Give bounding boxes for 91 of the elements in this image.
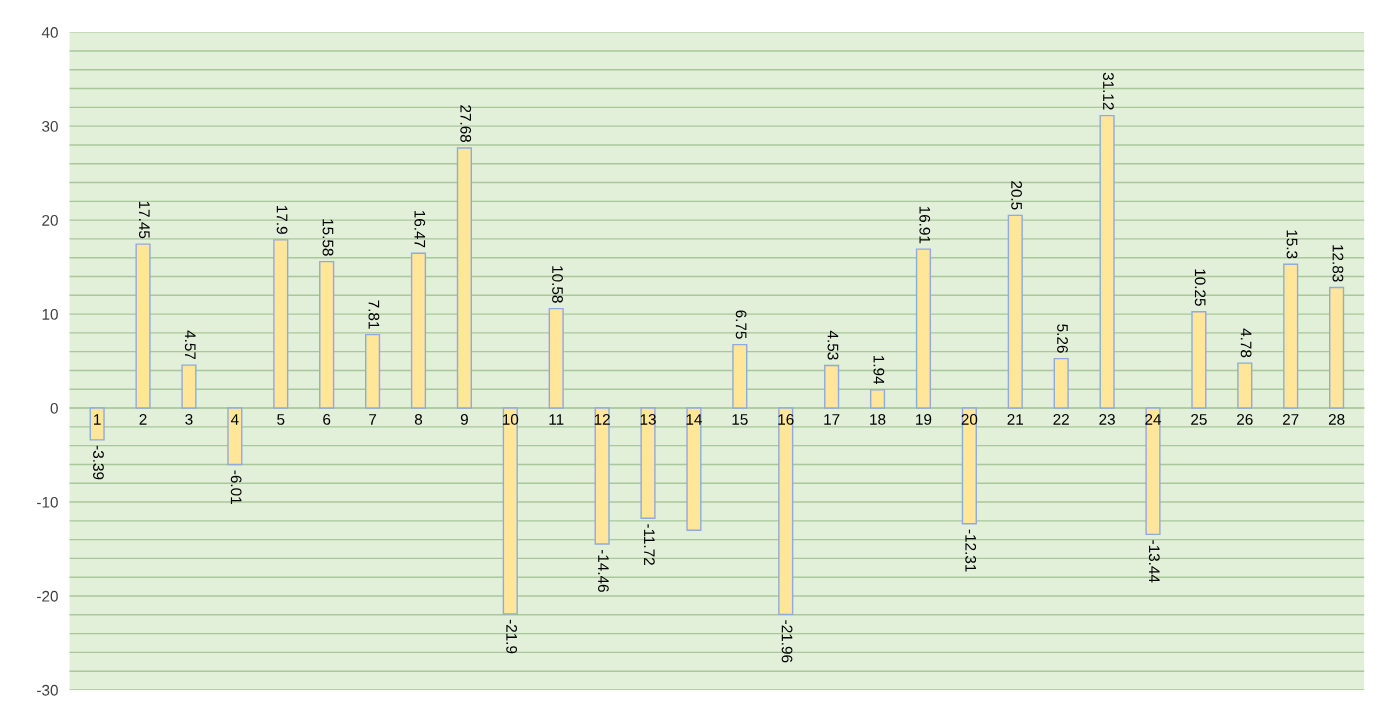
bar xyxy=(961,407,977,525)
bar xyxy=(778,407,794,616)
x-tick-label: 7 xyxy=(369,414,377,425)
x-tick-label: 1 xyxy=(94,414,101,425)
data-label: -11.72 xyxy=(644,524,655,565)
x-tick-label: 25 xyxy=(1191,414,1207,425)
bar xyxy=(824,364,840,409)
y-tick-label: 40 xyxy=(41,27,58,38)
x-tick-label: 28 xyxy=(1328,414,1345,425)
data-label: 6.75 xyxy=(735,310,747,339)
x-tick-label: 9 xyxy=(460,414,468,425)
data-label: -3.39 xyxy=(93,445,104,480)
data-label: 10.25 xyxy=(1194,269,1206,306)
data-label: 10.58 xyxy=(552,266,563,303)
x-tick-label: 22 xyxy=(1053,414,1069,425)
data-label: 27.68 xyxy=(460,105,472,143)
x-tick-label: 13 xyxy=(640,414,656,425)
bar xyxy=(456,147,472,409)
x-tick-label: 27 xyxy=(1282,414,1299,425)
x-tick-label: 26 xyxy=(1237,414,1253,425)
x-tick-label: 3 xyxy=(185,414,193,425)
data-label: -12.31 xyxy=(965,529,977,572)
data-label: 17.45 xyxy=(138,201,150,239)
data-label: 4.78 xyxy=(1240,328,1252,358)
bar xyxy=(915,248,932,409)
x-tick-label: 4 xyxy=(230,414,239,425)
bar xyxy=(548,307,564,409)
data-label: 17.9 xyxy=(276,206,288,234)
x-tick-label: 24 xyxy=(1145,414,1162,425)
x-tick-label: 16 xyxy=(778,414,794,425)
data-label: -21.9 xyxy=(506,619,518,654)
bar xyxy=(502,407,518,615)
bar xyxy=(1191,311,1207,409)
bar xyxy=(732,343,748,409)
x-tick-label: 21 xyxy=(1007,414,1024,425)
y-tick-label: 10 xyxy=(42,308,58,320)
data-label: 31.12 xyxy=(1102,72,1114,110)
data-label: 4.57 xyxy=(184,330,196,360)
x-tick-label: 6 xyxy=(323,414,331,425)
data-label: 16.91 xyxy=(919,206,931,244)
data-label: 15.3 xyxy=(1286,230,1298,259)
y-tick-label: -20 xyxy=(37,590,58,602)
bar xyxy=(1283,263,1299,409)
data-label: -6.01 xyxy=(230,470,242,504)
bar xyxy=(273,239,289,409)
data-label: 16.47 xyxy=(414,210,426,248)
bar xyxy=(227,407,243,466)
data-label: 5.26 xyxy=(1057,324,1068,353)
bar xyxy=(181,364,197,409)
bar xyxy=(1145,407,1161,536)
data-label: -21.96 xyxy=(781,620,793,663)
x-tick-label: 15 xyxy=(732,414,748,425)
data-label: 4.53 xyxy=(827,330,839,360)
data-label: 12.83 xyxy=(1332,245,1344,282)
x-tick-label: 12 xyxy=(594,414,610,425)
bar xyxy=(594,407,610,545)
bar xyxy=(89,407,105,441)
bar xyxy=(686,407,702,531)
bar xyxy=(135,243,151,409)
x-tick-label: 18 xyxy=(870,414,886,425)
bar xyxy=(1237,362,1253,409)
x-tick-label: 5 xyxy=(277,414,285,425)
bar xyxy=(319,260,335,409)
data-label: 1.94 xyxy=(873,356,885,385)
data-label: -14.46 xyxy=(598,549,609,592)
bar xyxy=(1007,214,1023,409)
x-tick-label: 2 xyxy=(139,414,147,425)
y-tick-label: 30 xyxy=(42,121,58,132)
x-tick-label: 23 xyxy=(1099,414,1115,425)
y-tick-label: -30 xyxy=(37,684,58,696)
y-tick-label: -10 xyxy=(37,496,58,508)
y-tick-label: 0 xyxy=(50,402,58,414)
data-label: -13.44 xyxy=(1148,540,1160,583)
bar xyxy=(869,389,886,409)
bar xyxy=(1099,114,1115,409)
bar xyxy=(410,252,427,409)
bar xyxy=(640,407,656,519)
data-label: 20.5 xyxy=(1011,181,1022,210)
x-tick-label: 19 xyxy=(916,414,932,425)
y-tick-label: 20 xyxy=(42,214,58,226)
bar xyxy=(1053,357,1069,409)
x-tick-label: 8 xyxy=(414,414,423,425)
x-tick-label: 14 xyxy=(686,414,702,425)
x-tick-label: 17 xyxy=(824,414,840,425)
bar xyxy=(365,333,381,409)
x-tick-label: 10 xyxy=(502,414,519,425)
x-tick-label: 20 xyxy=(961,414,978,425)
bar xyxy=(1329,286,1345,409)
data-label: 15.58 xyxy=(322,219,334,256)
x-tick-label: 11 xyxy=(549,414,564,425)
data-label: 7.81 xyxy=(368,300,380,329)
